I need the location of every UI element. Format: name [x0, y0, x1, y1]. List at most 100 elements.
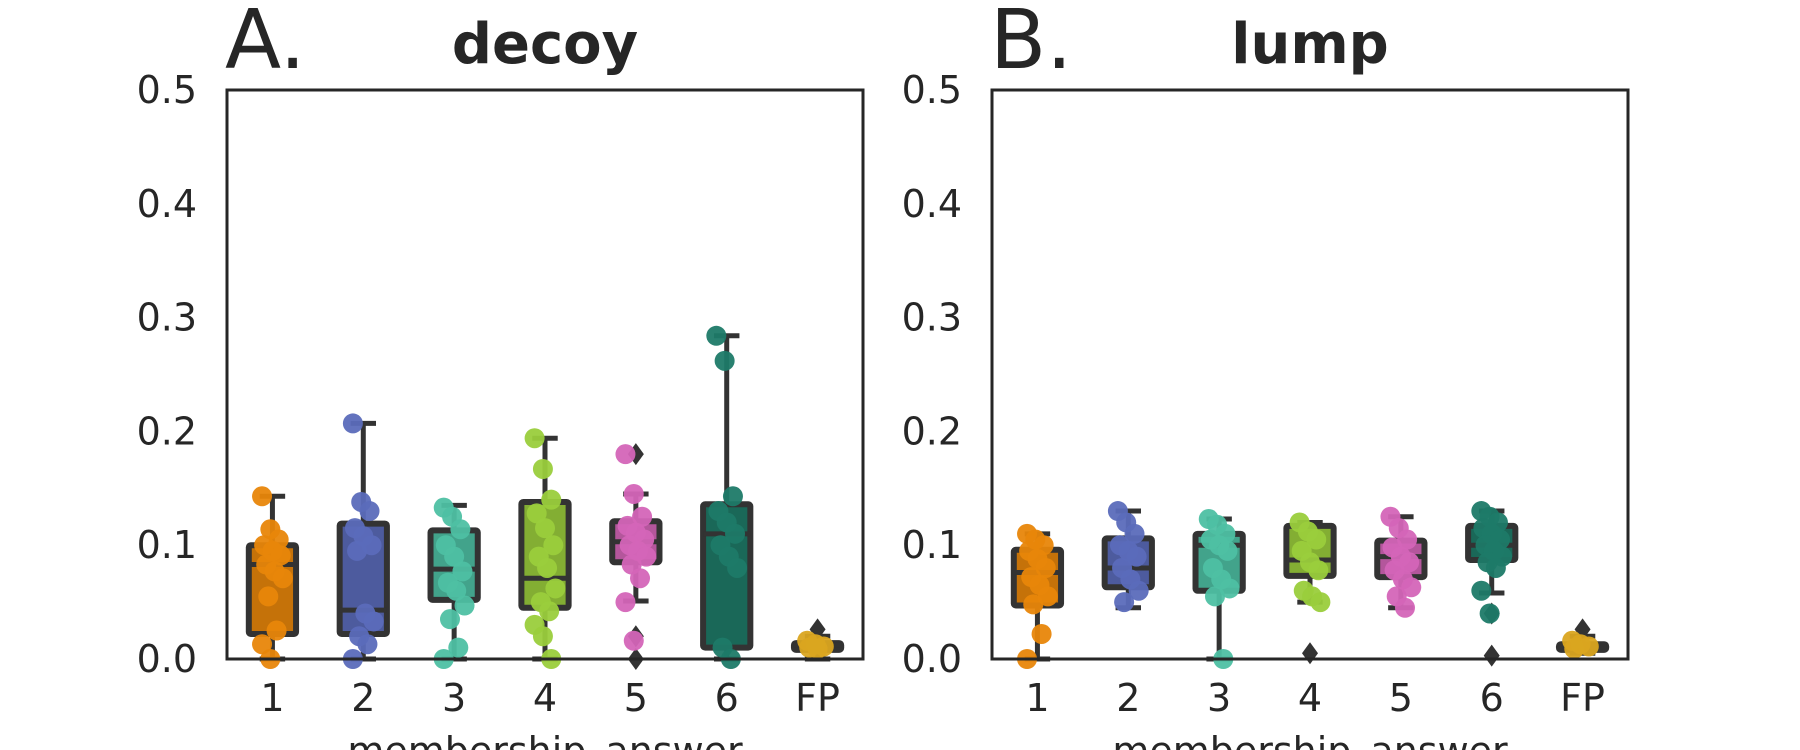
data-point: [448, 637, 469, 658]
data-point: [615, 592, 636, 613]
box-category-FP: [790, 618, 845, 662]
data-point: [439, 609, 460, 630]
x-tick-label: 2: [351, 676, 375, 720]
panel-letter: B.: [990, 0, 1072, 88]
data-point: [524, 428, 545, 449]
box-category-5: [609, 443, 663, 670]
data-point: [1037, 586, 1058, 607]
x-tick-label: 5: [1389, 676, 1413, 720]
data-point: [722, 486, 743, 507]
data-point: [623, 630, 644, 651]
x-tick-label: FP: [1560, 676, 1605, 720]
plot-frame: [990, 88, 1630, 661]
x-tick-label: 3: [442, 676, 466, 720]
data-point: [1397, 529, 1418, 550]
data-point: [1114, 592, 1135, 613]
data-point: [1395, 597, 1416, 618]
box-category-3: [1192, 509, 1246, 669]
x-tick-label: 6: [715, 676, 739, 720]
chart-title: lump: [1231, 12, 1389, 77]
x-tick-label: 2: [1116, 676, 1140, 720]
data-point: [252, 634, 273, 655]
box-category-5: [1374, 506, 1428, 618]
y-tick-label: 0.0: [902, 637, 962, 681]
data-point: [270, 545, 291, 566]
x-tick-label: 3: [1207, 676, 1231, 720]
box-category-6: [1465, 501, 1519, 667]
data-point: [1217, 540, 1238, 561]
data-point: [543, 535, 564, 556]
x-tick-label: 6: [1480, 676, 1504, 720]
box-category-4: [518, 428, 572, 669]
data-point: [342, 413, 363, 434]
data-point: [727, 557, 748, 578]
data-point: [623, 483, 644, 504]
y-tick-label: 0.1: [902, 523, 962, 567]
data-point: [1310, 592, 1331, 613]
y-tick-label: 0.2: [137, 409, 197, 453]
outlier-marker: [1483, 644, 1500, 667]
data-point: [1401, 577, 1422, 598]
box-category-1: [245, 486, 300, 669]
box-category-2: [1101, 501, 1155, 613]
box-category-2: [336, 413, 390, 669]
data-point: [526, 503, 547, 524]
data-point: [537, 557, 558, 578]
data-point: [706, 325, 727, 346]
panel-letter: A.: [225, 0, 306, 88]
data-point: [1485, 557, 1506, 578]
data-point: [636, 546, 657, 567]
data-point: [1035, 557, 1056, 578]
data-point: [532, 626, 553, 647]
data-point: [807, 638, 828, 659]
outlier-marker: [1302, 642, 1318, 665]
data-point: [444, 546, 465, 567]
chart-panel-decoy: A. decoy 0.0 0.1 0.2 0.3 0.4 0.5 1 2 3 4 5 6 FP members…: [137, 0, 865, 750]
data-point: [1306, 529, 1327, 550]
data-point: [1023, 594, 1044, 615]
data-point: [541, 489, 562, 510]
data-point: [535, 518, 555, 539]
x-tick-label: 4: [1298, 676, 1322, 720]
y-tick-label: 0.5: [902, 68, 962, 112]
box-category-4: [1283, 512, 1337, 665]
x-tick-label: 4: [533, 676, 557, 720]
data-point: [545, 578, 566, 599]
data-point: [363, 611, 384, 632]
chart-panel-lump: B. lump 0.0 0.1 0.2 0.3 0.4 0.5 1 2 3 4 5 6 FP membersh…: [902, 0, 1630, 750]
x-tick-label: 5: [624, 676, 648, 720]
x-tick-label: FP: [795, 676, 840, 720]
y-tick-label: 0.2: [902, 409, 962, 453]
data-point: [454, 595, 475, 616]
data-point: [539, 601, 560, 622]
data-point: [714, 350, 735, 371]
data-point: [252, 486, 273, 507]
data-point: [1471, 580, 1492, 601]
box-category-3: [427, 497, 481, 669]
y-tick-label: 0.3: [902, 296, 962, 340]
data-point: [359, 501, 380, 522]
x-axis-label: membership_answer: [1112, 729, 1508, 750]
x-tick-label: 1: [260, 676, 284, 720]
data-point: [1219, 578, 1240, 599]
y-tick-label: 0.5: [137, 68, 197, 112]
data-point: [357, 634, 378, 655]
data-point: [1564, 638, 1585, 659]
x-tick-label: 1: [1025, 676, 1049, 720]
y-tick-label: 0.3: [137, 296, 197, 340]
data-point: [532, 458, 553, 479]
box-category-FP: [1555, 618, 1610, 659]
y-tick-label: 0.4: [902, 182, 962, 226]
data-point: [1126, 546, 1147, 567]
data-point: [266, 620, 287, 641]
data-point: [1031, 623, 1052, 644]
data-point: [272, 568, 293, 589]
x-axis-label: membership_answer: [347, 729, 743, 750]
data-point: [1479, 603, 1500, 624]
data-point: [452, 561, 473, 582]
data-point: [632, 506, 653, 527]
data-point: [347, 540, 368, 561]
plot-frame: [225, 88, 865, 661]
y-tick-label: 0.0: [137, 637, 197, 681]
